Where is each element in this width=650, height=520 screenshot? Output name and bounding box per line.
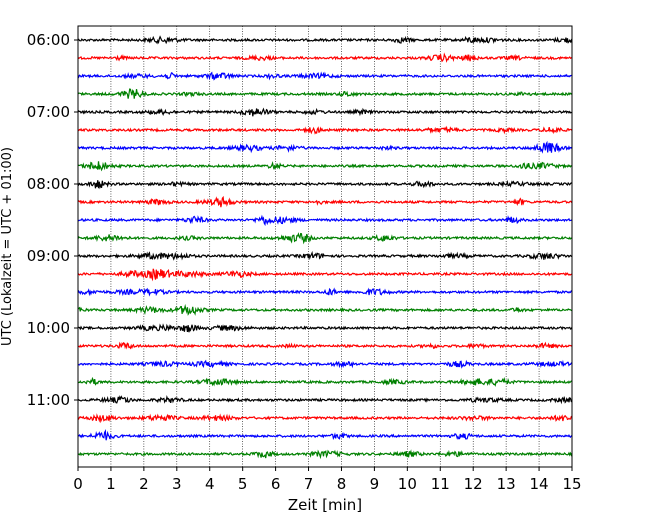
trace-0645 [77, 88, 573, 99]
x-tick-label: 10 [398, 475, 417, 493]
trace-1130 [77, 429, 573, 441]
trace-1030 [77, 359, 573, 369]
trace-0730 [77, 140, 573, 154]
trace-0815 [77, 195, 573, 208]
trace-0800 [77, 179, 573, 190]
x-tick-label: 5 [238, 475, 248, 493]
trace-0915 [77, 268, 573, 282]
x-tick-label: 6 [271, 475, 281, 493]
x-tick-label: 2 [139, 475, 149, 493]
y-tick-label: 09:00 [27, 247, 70, 265]
trace-0945 [77, 303, 573, 316]
x-tick-label: 13 [497, 475, 516, 493]
trace-0715 [77, 125, 573, 135]
trace-0930 [77, 287, 573, 297]
x-tick-label: 11 [431, 475, 450, 493]
y-axis-ticks: 06:00 07:00 08:00 09:00 10:00 11:00 [27, 31, 78, 409]
trace-1045 [77, 376, 573, 387]
x-tick-label: 0 [73, 475, 83, 493]
trace-0745 [77, 161, 573, 172]
trace-0845 [77, 232, 573, 245]
y-tick-label: 07:00 [27, 103, 70, 121]
seismic-traces [77, 35, 573, 460]
trace-0700 [77, 107, 573, 117]
trace-1115 [77, 413, 573, 424]
trace-0900 [77, 250, 573, 261]
x-tick-label: 15 [562, 475, 581, 493]
trace-0615 [77, 52, 573, 63]
trace-0600 [77, 35, 573, 45]
trace-1145 [77, 449, 573, 460]
x-tick-label: 9 [370, 475, 380, 493]
x-tick-label: 1 [106, 475, 116, 493]
x-tick-label: 12 [464, 475, 483, 493]
y-tick-label: 08:00 [27, 175, 70, 193]
x-tick-label: 3 [172, 475, 182, 493]
trace-1000 [77, 323, 573, 333]
trace-0830 [77, 214, 573, 227]
y-tick-label: 11:00 [27, 391, 70, 409]
x-tick-label: 14 [530, 475, 549, 493]
x-axis-ticks: 0 1 2 3 4 5 6 7 8 9 10 11 12 13 14 15 [73, 467, 582, 493]
trace-1015 [77, 341, 573, 350]
x-tick-label: 4 [205, 475, 215, 493]
x-tick-label: 7 [304, 475, 314, 493]
x-tick-label: 8 [337, 475, 347, 493]
trace-1100 [77, 394, 573, 405]
trace-0630 [77, 71, 573, 81]
x-axis-label: Zeit [min] [288, 496, 362, 514]
y-tick-label: 06:00 [27, 31, 70, 49]
y-tick-label: 10:00 [27, 319, 70, 337]
plot-frame [77, 25, 573, 468]
y-axis-label: UTC (Lokalzeit = UTC + 01:00) [0, 147, 15, 346]
vertical-grid [110, 26, 540, 467]
